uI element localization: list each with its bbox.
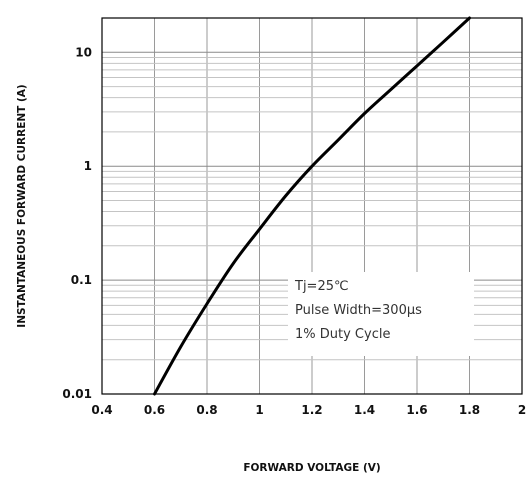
annotation-text: 1% Duty Cycle xyxy=(295,327,390,342)
y-tick-label: 0.01 xyxy=(62,387,92,401)
annotation-text: Pulse Width=300μs xyxy=(295,303,422,318)
x-tick-label: 0.6 xyxy=(144,403,165,417)
x-tick-label: 0.8 xyxy=(196,403,217,417)
annotation-text: Tj=25℃ xyxy=(294,279,349,294)
x-axis-title: FORWARD VOLTAGE (V) xyxy=(243,462,380,474)
x-tick-label: 0.4 xyxy=(91,403,112,417)
x-tick-label: 2 xyxy=(518,403,526,417)
plot-frame xyxy=(101,17,523,395)
x-axis-ticks: 0.4 0.6 0.8 1 1.2 1.4 1.6 1.8 2 xyxy=(91,403,526,417)
annotation-box xyxy=(288,272,474,356)
y-axis-ticks: 0.01 0.1 1 10 xyxy=(62,45,92,401)
y-axis-title: INSTANTANEOUS FORWARD CURRENT (A) xyxy=(16,84,28,327)
x-tick-label: 1.6 xyxy=(406,403,427,417)
annotations: Tj=25℃ Pulse Width=300μs 1% Duty Cycle xyxy=(294,279,422,342)
y-tick-label: 0.1 xyxy=(71,273,92,287)
x-tick-label: 1 xyxy=(255,403,263,417)
x-tick-label: 1.2 xyxy=(301,403,322,417)
y-tick-label: 1 xyxy=(84,159,92,173)
series-line xyxy=(153,16,471,396)
x-tick-label: 1.4 xyxy=(354,403,375,417)
y-tick-label: 10 xyxy=(75,45,92,59)
x-tick-label: 1.8 xyxy=(459,403,480,417)
